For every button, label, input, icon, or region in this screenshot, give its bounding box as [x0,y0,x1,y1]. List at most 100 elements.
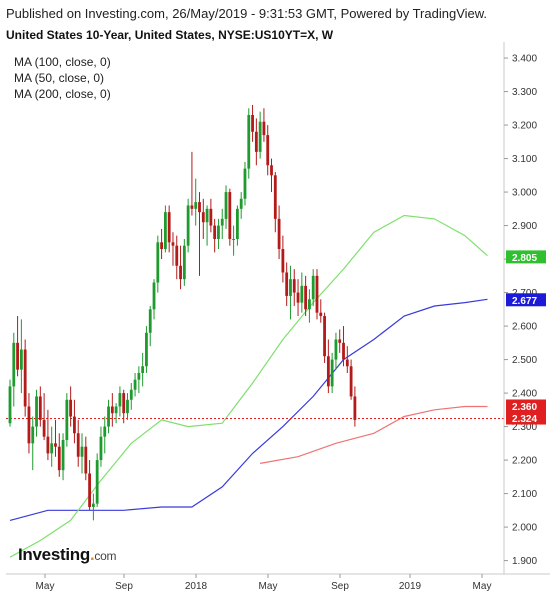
candle[interactable] [182,238,186,286]
candle[interactable] [35,389,38,437]
candle[interactable] [129,383,133,410]
candle[interactable] [38,386,42,427]
candle[interactable] [156,235,160,293]
candle[interactable] [148,305,152,347]
candle[interactable] [126,393,129,420]
candle[interactable] [163,205,167,253]
candle[interactable] [323,312,326,363]
candle[interactable] [273,171,277,233]
candle[interactable] [251,104,254,142]
candle-body [205,208,209,223]
candle[interactable] [122,389,126,424]
candle[interactable] [88,460,91,511]
candle[interactable] [73,399,76,444]
candle[interactable] [84,436,88,481]
candle[interactable] [57,433,61,477]
candle[interactable] [107,399,110,434]
candle[interactable] [80,433,84,474]
candle[interactable] [198,192,201,276]
candle[interactable] [342,326,345,367]
candle[interactable] [137,366,141,394]
candle[interactable] [326,339,330,394]
candle[interactable] [285,262,289,306]
candles [8,104,357,521]
candle[interactable] [194,178,198,226]
candle[interactable] [247,108,251,179]
candle[interactable] [353,386,357,427]
candle[interactable] [76,419,80,467]
candle[interactable] [304,275,308,317]
candle[interactable] [300,272,304,313]
indicator-ma-200[interactable]: MA (200, close, 0) [14,87,111,101]
candle[interactable] [254,118,258,166]
candle[interactable] [205,205,209,246]
candle[interactable] [311,269,315,306]
candle[interactable] [31,416,35,471]
candle[interactable] [16,316,19,377]
candle[interactable] [232,225,236,256]
candle[interactable] [160,228,163,260]
candle[interactable] [308,289,311,323]
candle[interactable] [277,205,281,260]
candle[interactable] [179,245,182,290]
candle[interactable] [42,393,46,440]
candle[interactable] [224,185,228,229]
candle[interactable] [110,393,114,427]
candle[interactable] [171,232,175,266]
candle[interactable] [103,416,107,454]
candle[interactable] [258,111,262,159]
candle[interactable] [262,108,266,142]
candle[interactable] [213,218,217,253]
candle[interactable] [217,218,220,250]
indicator-ma-50[interactable]: MA (50, close, 0) [14,71,105,85]
y-tick-label: 2.300 [512,422,537,433]
candle[interactable] [65,393,69,447]
candle[interactable] [186,198,190,253]
candle[interactable] [236,205,239,246]
candle[interactable] [19,319,23,394]
candle[interactable] [270,158,273,193]
candle[interactable] [315,269,319,320]
candle[interactable] [23,339,27,417]
candle[interactable] [209,198,213,233]
candle[interactable] [54,419,57,457]
candle[interactable] [330,352,334,394]
candle[interactable] [349,359,353,400]
candle[interactable] [289,265,292,320]
candle[interactable] [118,386,122,417]
candle[interactable] [46,409,50,461]
indicator-ma-100[interactable]: MA (100, close, 0) [14,55,111,69]
candle[interactable] [175,235,179,280]
candle[interactable] [190,151,194,216]
candle[interactable] [345,346,349,373]
candle[interactable] [338,329,342,353]
candle[interactable] [152,279,156,320]
candle[interactable] [99,426,103,467]
candle[interactable] [228,188,232,246]
candle[interactable] [12,332,16,407]
candle[interactable] [27,393,31,454]
candle[interactable] [69,386,73,427]
candle[interactable] [141,352,145,387]
candle[interactable] [50,426,54,467]
candle[interactable] [243,161,247,206]
candle[interactable] [281,235,285,283]
candle[interactable] [167,205,171,253]
candle[interactable] [114,403,118,424]
candle[interactable] [95,453,99,507]
candle[interactable] [292,269,296,306]
candle[interactable] [319,299,323,323]
candle[interactable] [91,493,95,521]
candle[interactable] [201,198,205,239]
candle[interactable] [296,279,300,317]
candle[interactable] [266,125,270,176]
candle[interactable] [8,379,12,427]
candle[interactable] [61,433,65,481]
candle[interactable] [145,326,148,373]
candle[interactable] [239,192,243,219]
candle-body [334,339,338,360]
candle[interactable] [133,372,137,397]
candle[interactable] [334,332,338,370]
candle[interactable] [220,208,224,239]
